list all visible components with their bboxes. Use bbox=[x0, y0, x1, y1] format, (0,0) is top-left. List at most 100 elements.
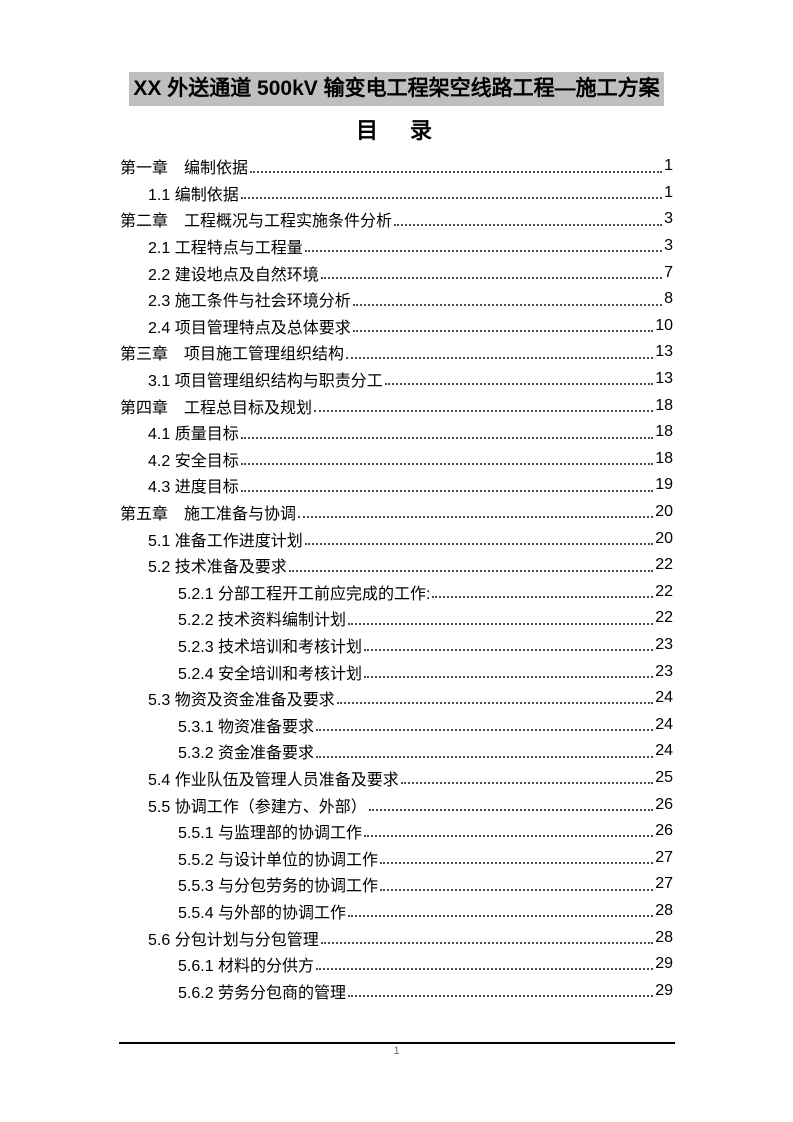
toc-heading: 目 录 bbox=[355, 118, 437, 143]
toc-entry[interactable]: 5.2.3 技术培训和考核计划 23 bbox=[120, 632, 673, 659]
toc-entry-page: 29 bbox=[655, 955, 673, 973]
toc-entry-label: 4.3 进度目标 bbox=[148, 479, 239, 497]
toc-entry-page: 24 bbox=[655, 742, 673, 760]
document-title: XX 外送通道 500kV 输变电工程架空线路工程—施工方案 bbox=[129, 72, 664, 106]
footer-divider-line bbox=[119, 1042, 675, 1044]
toc-entry-page: 22 bbox=[655, 556, 673, 574]
toc-entry-label: 5.4 作业队伍及管理人员准备及要求 bbox=[148, 771, 399, 789]
dot-leader bbox=[352, 303, 663, 306]
toc-entry-label: 5.2 技术准备及要求 bbox=[148, 559, 287, 577]
toc-entry-label: 5.2.3 技术培训和考核计划 bbox=[178, 638, 363, 656]
toc-entry-page: 20 bbox=[655, 529, 673, 547]
toc-entry[interactable]: 1.1 编制依据 1 bbox=[120, 180, 673, 207]
dot-leader bbox=[250, 170, 663, 173]
toc-entry-label: 5.6.1 材料的分供方 bbox=[178, 958, 315, 976]
toc-entry[interactable]: 5.6.1 材料的分供方 29 bbox=[120, 951, 673, 978]
toc-entry-label: 5.5.3 与分包劳务的协调工作 bbox=[178, 878, 379, 896]
toc-entry[interactable]: 5.2.4 安全培训和考核计划 23 bbox=[120, 658, 673, 685]
toc-entry-label: 5.5.1 与监理部的协调工作 bbox=[178, 825, 363, 843]
toc-entry[interactable]: 第五章 施工准备与协调 20 bbox=[120, 499, 673, 526]
toc-entry-label: 1.1 编制依据 bbox=[148, 186, 239, 204]
toc-entry-page: 18 bbox=[655, 423, 673, 441]
toc-entry[interactable]: 5.5.2 与设计单位的协调工作 27 bbox=[120, 844, 673, 871]
toc-entry[interactable]: 5.2.1 分部工程开工前应完成的工作: 22 bbox=[120, 579, 673, 606]
toc-entry-label: 5.1 准备工作进度计划 bbox=[148, 532, 303, 550]
dot-leader bbox=[240, 489, 654, 492]
toc-entry-label: 2.3 施工条件与社会环境分析 bbox=[148, 293, 351, 311]
toc-entry-page: 7 bbox=[664, 263, 673, 281]
toc-entry[interactable]: 4.2 安全目标 18 bbox=[120, 446, 673, 473]
toc-entry-label: 2.2 建设地点及自然环境 bbox=[148, 266, 319, 284]
toc-entry-page: 23 bbox=[655, 662, 673, 680]
toc-entry[interactable]: 2.2 建设地点及自然环境 7 bbox=[120, 259, 673, 286]
toc-entry[interactable]: 5.1 准备工作进度计划 20 bbox=[120, 525, 673, 552]
toc-entry-label: 2.4 项目管理特点及总体要求 bbox=[148, 319, 351, 337]
toc-entry-page: 26 bbox=[655, 822, 673, 840]
toc-entry[interactable]: 5.2 技术准备及要求 22 bbox=[120, 552, 673, 579]
toc-entry[interactable]: 第二章 工程概况与工程实施条件分析 3 bbox=[120, 206, 673, 233]
toc-entry[interactable]: 5.5 协调工作（参建方、外部） 26 bbox=[120, 791, 673, 818]
dot-leader bbox=[384, 383, 654, 386]
toc-entry-page: 18 bbox=[655, 449, 673, 467]
toc-entry[interactable]: 5.4 作业队伍及管理人员准备及要求 25 bbox=[120, 765, 673, 792]
toc-entry[interactable]: 5.6.2 劳务分包商的管理 29 bbox=[120, 977, 673, 1004]
toc-entry[interactable]: 5.3 物资及资金准备及要求 24 bbox=[120, 685, 673, 712]
dot-leader bbox=[348, 995, 654, 997]
dot-leader bbox=[368, 808, 654, 811]
toc-entry-page: 13 bbox=[655, 343, 673, 361]
dot-leader bbox=[432, 596, 654, 599]
toc-entry[interactable]: 第一章 编制依据 1 bbox=[120, 153, 673, 180]
toc-entry-label: 第五章 施工准备与协调 bbox=[120, 506, 297, 524]
dot-leader bbox=[320, 941, 654, 944]
dot-leader bbox=[394, 223, 663, 226]
toc-entry-label: 5.5.2 与设计单位的协调工作 bbox=[178, 851, 379, 869]
toc-entry-page: 23 bbox=[655, 635, 673, 653]
toc-entry-page: 24 bbox=[655, 689, 673, 707]
toc-entry-label: 4.1 质量目标 bbox=[148, 426, 239, 444]
toc-entry-label: 5.6.2 劳务分包商的管理 bbox=[178, 984, 347, 1002]
toc-entry-label: 5.5.4 与外部的协调工作 bbox=[178, 904, 347, 922]
dot-leader bbox=[314, 409, 654, 412]
dot-leader bbox=[364, 835, 654, 838]
toc-entry-page: 22 bbox=[655, 609, 673, 627]
toc-entry[interactable]: 5.3.2 资金准备要求 24 bbox=[120, 738, 673, 765]
toc-entry[interactable]: 5.2.2 技术资料编制计划 22 bbox=[120, 605, 673, 632]
dot-leader bbox=[316, 755, 654, 758]
dot-leader bbox=[240, 463, 654, 466]
toc-entry[interactable]: 5.5.1 与监理部的协调工作 26 bbox=[120, 818, 673, 845]
dot-leader bbox=[316, 968, 654, 971]
dot-leader bbox=[304, 542, 654, 545]
toc-entry-label: 5.2.1 分部工程开工前应完成的工作: bbox=[178, 585, 431, 603]
toc-entry[interactable]: 4.3 进度目标 19 bbox=[120, 472, 673, 499]
toc-entry-label: 5.6 分包计划与分包管理 bbox=[148, 931, 319, 949]
toc-entry[interactable]: 4.1 质量目标 18 bbox=[120, 419, 673, 446]
toc-entry-page: 22 bbox=[655, 582, 673, 600]
document-title-row: XX 外送通道 500kV 输变电工程架空线路工程—施工方案 bbox=[0, 72, 793, 106]
toc-entry[interactable]: 5.5.4 与外部的协调工作 28 bbox=[120, 898, 673, 925]
toc-entry-page: 1 bbox=[664, 183, 673, 201]
toc-entry-page: 10 bbox=[655, 316, 673, 334]
toc-entry[interactable]: 2.3 施工条件与社会环境分析 8 bbox=[120, 286, 673, 313]
dot-leader bbox=[316, 729, 654, 732]
toc-entry-label: 第一章 编制依据 bbox=[120, 160, 249, 178]
dot-leader bbox=[380, 888, 654, 891]
toc-entry[interactable]: 5.5.3 与分包劳务的协调工作 27 bbox=[120, 871, 673, 898]
toc-entry[interactable]: 5.3.1 物资准备要求 24 bbox=[120, 711, 673, 738]
toc-entry-page: 29 bbox=[655, 981, 673, 999]
dot-leader bbox=[346, 356, 654, 359]
dot-leader bbox=[240, 436, 654, 439]
toc-entry-label: 5.3 物资及资金准备及要求 bbox=[148, 692, 335, 710]
toc-entry[interactable]: 5.6 分包计划与分包管理 28 bbox=[120, 924, 673, 951]
toc-entry[interactable]: 第四章 工程总目标及规划 18 bbox=[120, 392, 673, 419]
toc-entry-label: 5.5 协调工作（参建方、外部） bbox=[148, 798, 367, 816]
toc-entry-page: 20 bbox=[655, 503, 673, 521]
toc-entry[interactable]: 3.1 项目管理组织结构与职责分工 13 bbox=[120, 366, 673, 393]
toc-entry-page: 1 bbox=[664, 157, 673, 175]
toc-entry[interactable]: 第三章 项目施工管理组织结构 13 bbox=[120, 339, 673, 366]
toc-entry[interactable]: 2.1 工程特点与工程量 3 bbox=[120, 233, 673, 260]
toc-entry-label: 3.1 项目管理组织结构与职责分工 bbox=[148, 373, 383, 391]
toc-entry-page: 27 bbox=[655, 848, 673, 866]
dot-leader bbox=[304, 250, 663, 253]
toc-entry-label: 第二章 工程概况与工程实施条件分析 bbox=[120, 213, 393, 231]
toc-entry[interactable]: 2.4 项目管理特点及总体要求 10 bbox=[120, 313, 673, 340]
